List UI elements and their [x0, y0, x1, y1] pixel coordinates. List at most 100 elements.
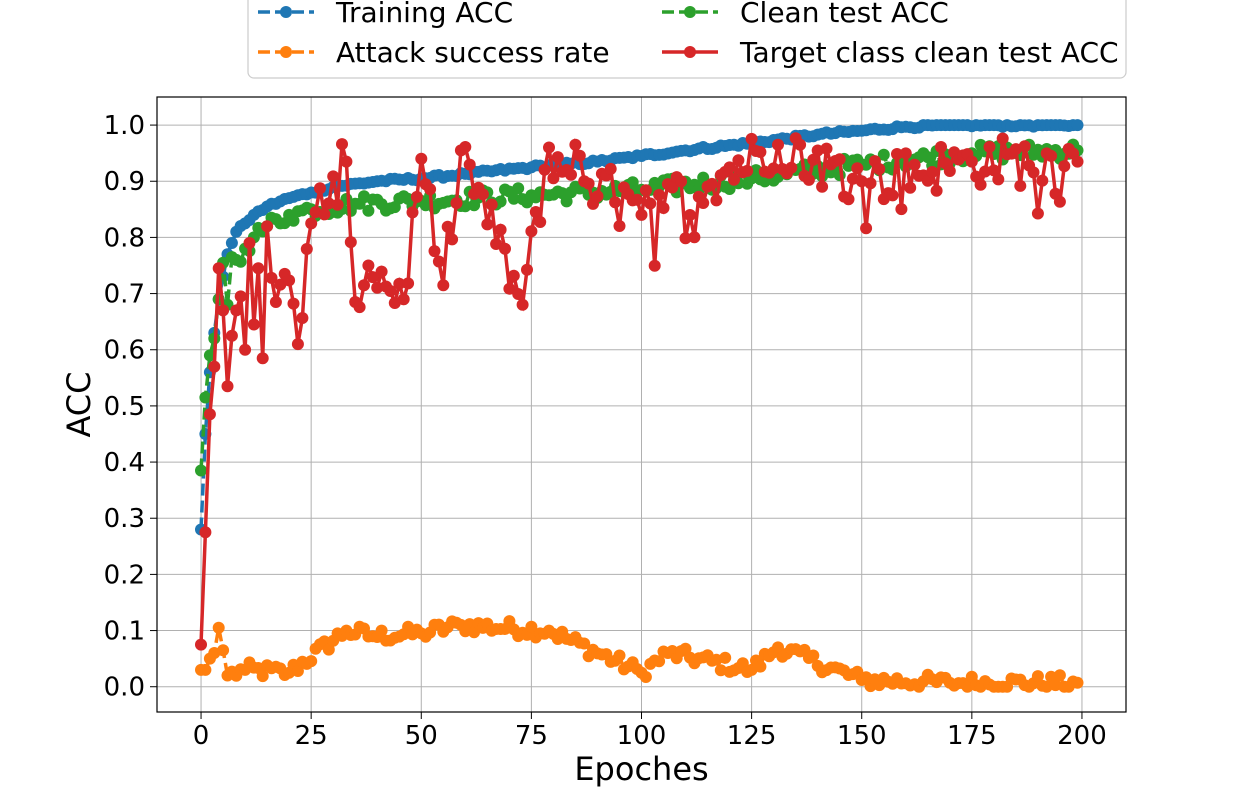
axis-ticks: 0 25 50 75 100 125 150 175 200 0.0 0.1 0.2 0.3 0.4 0.5…: [104, 111, 1107, 751]
data-point-attack-success-rate: [1053, 669, 1066, 682]
data-point-target-class-clean-test-acc: [644, 197, 657, 210]
data-point-attack-success-rate: [1071, 676, 1084, 689]
data-point-target-class-clean-test-acc: [318, 208, 331, 221]
data-point-target-class-clean-test-acc: [230, 304, 243, 317]
data-point-target-class-clean-test-acc: [283, 274, 296, 287]
data-point-clean-test-acc: [199, 391, 212, 404]
data-point-target-class-clean-test-acc: [604, 162, 617, 175]
data-point-target-class-clean-test-acc: [816, 180, 829, 193]
data-point-target-class-clean-test-acc: [1031, 207, 1044, 220]
x-tick-label: 0: [193, 721, 210, 751]
data-point-target-class-clean-test-acc: [516, 298, 529, 311]
data-point-target-class-clean-test-acc: [208, 360, 221, 373]
data-point-target-class-clean-test-acc: [529, 206, 542, 218]
legend-box: [247, 0, 1127, 79]
data-point-target-class-clean-test-acc: [983, 140, 996, 153]
data-point-target-class-clean-test-acc: [366, 271, 379, 284]
data-point-target-class-clean-test-acc: [384, 285, 397, 297]
data-point-target-class-clean-test-acc: [287, 297, 300, 310]
data-point-target-class-clean-test-acc: [794, 138, 807, 151]
x-tick-label: 25: [295, 721, 328, 751]
data-point-target-class-clean-test-acc: [261, 220, 274, 233]
data-point-target-class-clean-test-acc: [437, 279, 450, 292]
data-point-target-class-clean-test-acc: [476, 188, 489, 201]
data-point-target-class-clean-test-acc: [1027, 166, 1040, 179]
data-point-target-class-clean-test-acc: [943, 165, 956, 177]
data-point-clean-test-acc: [560, 195, 573, 208]
data-point-attack-success-rate: [719, 651, 732, 664]
data-point-target-class-clean-test-acc: [930, 184, 943, 197]
data-point-target-class-clean-test-acc: [410, 190, 423, 203]
x-tick-label: 50: [405, 721, 438, 751]
data-point-target-class-clean-test-acc: [684, 209, 696, 221]
data-point-target-class-clean-test-acc: [203, 408, 216, 421]
data-point-target-class-clean-test-acc: [481, 218, 494, 231]
data-point-target-class-clean-test-acc: [895, 203, 908, 216]
data-point-target-class-clean-test-acc: [327, 170, 340, 183]
data-point-target-class-clean-test-acc: [573, 149, 586, 162]
data-point-target-class-clean-test-acc: [996, 132, 1009, 145]
data-point-target-class-clean-test-acc: [635, 208, 648, 221]
data-point-target-class-clean-test-acc: [657, 202, 670, 214]
data-point-attack-success-rate: [639, 671, 652, 683]
data-point-target-class-clean-test-acc: [195, 638, 207, 651]
data-point-target-class-clean-test-acc: [688, 231, 701, 244]
data-point-target-class-clean-test-acc: [569, 138, 582, 151]
data-point-clean-test-acc: [287, 214, 300, 227]
data-point-target-class-clean-test-acc: [450, 197, 463, 210]
data-point-target-class-clean-test-acc: [631, 193, 644, 206]
data-point-target-class-clean-test-acc: [732, 154, 745, 167]
data-point-attack-success-rate: [322, 643, 335, 656]
y-tick-label: 0.3: [104, 504, 145, 534]
series-attack-success-rate: [195, 615, 1084, 693]
y-tick-label: 0.8: [104, 223, 145, 253]
data-point-target-class-clean-test-acc: [322, 197, 335, 210]
y-tick-label: 0.5: [104, 392, 145, 422]
data-point-target-class-clean-test-acc: [375, 265, 388, 278]
data-point-target-class-clean-test-acc: [305, 217, 318, 230]
data-point-target-class-clean-test-acc: [666, 181, 679, 194]
data-point-target-class-clean-test-acc: [291, 338, 304, 351]
grid-lines: [157, 97, 1126, 712]
x-axis-label: Epoches: [574, 750, 708, 788]
legend-marker-training-acc: [280, 6, 292, 18]
x-tick-label: 175: [947, 721, 997, 751]
data-point-target-class-clean-test-acc: [820, 142, 833, 155]
data-point-target-class-clean-test-acc: [1014, 179, 1027, 192]
data-point-target-class-clean-test-acc: [935, 141, 947, 153]
data-point-target-class-clean-test-acc: [534, 216, 547, 228]
data-point-target-class-clean-test-acc: [265, 271, 278, 284]
y-tick-label: 0.0: [104, 673, 145, 703]
data-point-training-acc: [225, 237, 238, 249]
data-point-target-class-clean-test-acc: [234, 290, 247, 303]
x-tick-label: 100: [617, 721, 667, 751]
data-point-target-class-clean-test-acc: [591, 190, 604, 203]
data-point-target-class-clean-test-acc: [344, 236, 357, 249]
data-point-target-class-clean-test-acc: [499, 242, 511, 255]
data-point-target-class-clean-test-acc: [785, 161, 798, 174]
data-point-target-class-clean-test-acc: [300, 243, 313, 255]
data-point-target-class-clean-test-acc: [754, 146, 767, 158]
data-point-target-class-clean-test-acc: [609, 196, 622, 209]
legend-label-attack-success-rate: Attack success rate: [336, 36, 610, 69]
data-point-target-class-clean-test-acc: [723, 161, 736, 174]
data-point-target-class-clean-test-acc: [807, 153, 820, 166]
data-point-target-class-clean-test-acc: [252, 262, 265, 275]
data-point-target-class-clean-test-acc: [851, 162, 864, 175]
data-point-target-class-clean-test-acc: [675, 175, 688, 188]
data-point-target-class-clean-test-acc: [648, 259, 661, 272]
data-point-target-class-clean-test-acc: [340, 155, 353, 168]
data-point-target-class-clean-test-acc: [706, 177, 718, 190]
data-point-target-class-clean-test-acc: [842, 193, 855, 206]
data-point-attack-success-rate: [653, 655, 666, 668]
data-point-target-class-clean-test-acc: [653, 188, 666, 201]
x-tick-label: 75: [515, 721, 548, 751]
data-point-target-class-clean-test-acc: [833, 153, 846, 166]
data-point-target-class-clean-test-acc: [891, 148, 903, 160]
data-point-target-class-clean-test-acc: [551, 151, 564, 164]
data-point-target-class-clean-test-acc: [767, 162, 780, 175]
data-point-target-class-clean-test-acc: [565, 168, 577, 181]
data-point-target-class-clean-test-acc: [358, 279, 370, 292]
data-point-target-class-clean-test-acc: [353, 301, 366, 314]
data-point-attack-success-rate: [375, 624, 388, 637]
